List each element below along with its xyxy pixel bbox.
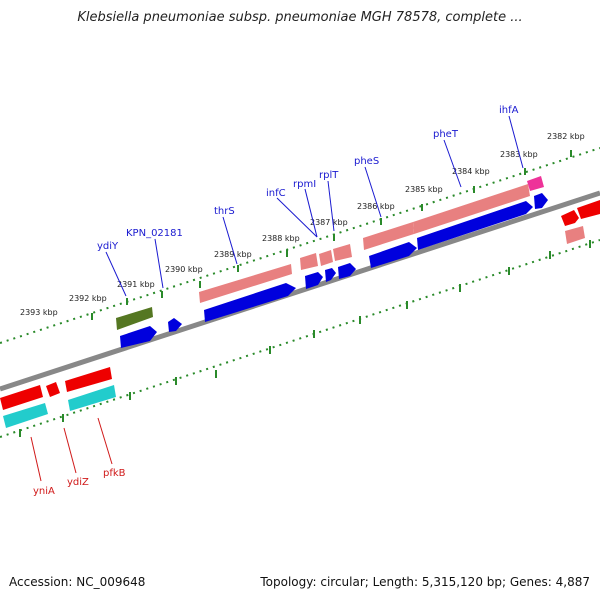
scale-label: 2388 kbp [262,234,300,243]
gene-ydiY-cds[interactable] [120,326,157,348]
leader-line [304,188,318,238]
gene-infC-rna[interactable] [300,253,318,270]
gene-ydiZ[interactable] [46,382,60,397]
leader-line [327,180,335,232]
gene-rplT[interactable] [338,263,356,279]
leader-line [508,115,524,169]
leader-line [63,427,77,474]
gene-ydiY[interactable] [116,307,153,330]
forward-features [116,176,548,348]
lower-scale-line [0,239,600,438]
leader-line [222,216,238,265]
scale-label: 2382 kbp [547,132,585,141]
gene-ihfA[interactable] [534,193,548,209]
gene-thrS-rna[interactable] [199,264,292,303]
scale-label: 2385 kbp [405,185,443,194]
topology-text: Topology: circular; Length: 5,315,120 bp… [260,575,590,589]
reverse-gene[interactable] [561,210,579,226]
gene-label-pfkB[interactable]: pfkB [103,468,126,479]
gene-label-pheS[interactable]: pheS [354,156,379,167]
leader-line [154,238,164,289]
gene-KPN_02181[interactable] [168,318,182,332]
genome-backbone [0,190,600,392]
gene-rpmI-rna[interactable] [319,250,333,266]
reverse-gene-labels: yniA ydiZ pfkB [33,468,126,497]
gene-thrS[interactable] [204,283,296,322]
reverse-gene[interactable] [577,200,600,219]
gene-pheT[interactable] [417,201,533,250]
reverse-rna[interactable] [565,226,585,244]
gene-label-pheT[interactable]: pheT [433,129,459,140]
gene-yniA-rna[interactable] [3,403,48,428]
reverse-features [0,367,116,428]
gene-pfkB[interactable] [65,367,112,392]
right-reverse-features [561,200,600,244]
gene-label-yniA[interactable]: yniA [33,486,55,497]
gene-label-ydiY[interactable]: ydiY [97,241,119,252]
gene-pheS[interactable] [369,242,417,268]
leader-line [443,139,462,188]
map-title: Klebsiella pneumoniae subsp. pneumoniae … [77,10,523,25]
scale-label: 2392 kbp [69,294,107,303]
gene-rplT-rna[interactable] [333,244,352,261]
gene-label-ihfA[interactable]: ihfA [499,105,519,116]
scale-label: 2393 kbp [20,308,58,317]
scale-label: 2391 kbp [117,280,155,289]
scale-label: 2387 kbp [310,218,348,227]
gene-pfkB-rna[interactable] [68,385,116,411]
leader-line [276,197,318,238]
gene-label-ydiZ[interactable]: ydiZ [67,477,89,488]
leader-line [364,166,382,218]
upper-scale-line [0,147,600,344]
gene-yniA[interactable] [0,385,43,410]
gene-infC[interactable] [305,272,323,289]
forward-leaders [105,115,524,297]
leader-line [97,417,113,465]
forward-gene-labels: ydiY KPN_02181 thrS infC rpmI rplT pheS … [97,105,519,252]
scale-label: 2386 kbp [357,202,395,211]
gene-label-KPN_02181[interactable]: KPN_02181 [126,228,183,239]
gene-label-rplT[interactable]: rplT [319,170,339,181]
gene-label-infC[interactable]: infC [266,188,286,199]
lower-ticks [19,240,591,437]
gene-ihfA-rna[interactable] [527,176,544,191]
gene-label-thrS[interactable]: thrS [214,206,235,217]
gene-pheT-rna[interactable] [413,184,530,234]
gene-pheS-rna[interactable] [363,222,414,250]
accession-text: Accession: NC_009648 [9,575,146,589]
upper-ticks [91,150,572,320]
scale-label: 2389 kbp [214,250,252,259]
gene-label-rpmI[interactable]: rpmI [293,179,316,190]
leader-line [105,251,127,297]
leader-line [30,436,42,482]
scale-label: 2390 kbp [165,265,203,274]
reverse-leaders [30,417,113,482]
gene-rpmI[interactable] [325,268,336,282]
scale-label: 2384 kbp [452,167,490,176]
